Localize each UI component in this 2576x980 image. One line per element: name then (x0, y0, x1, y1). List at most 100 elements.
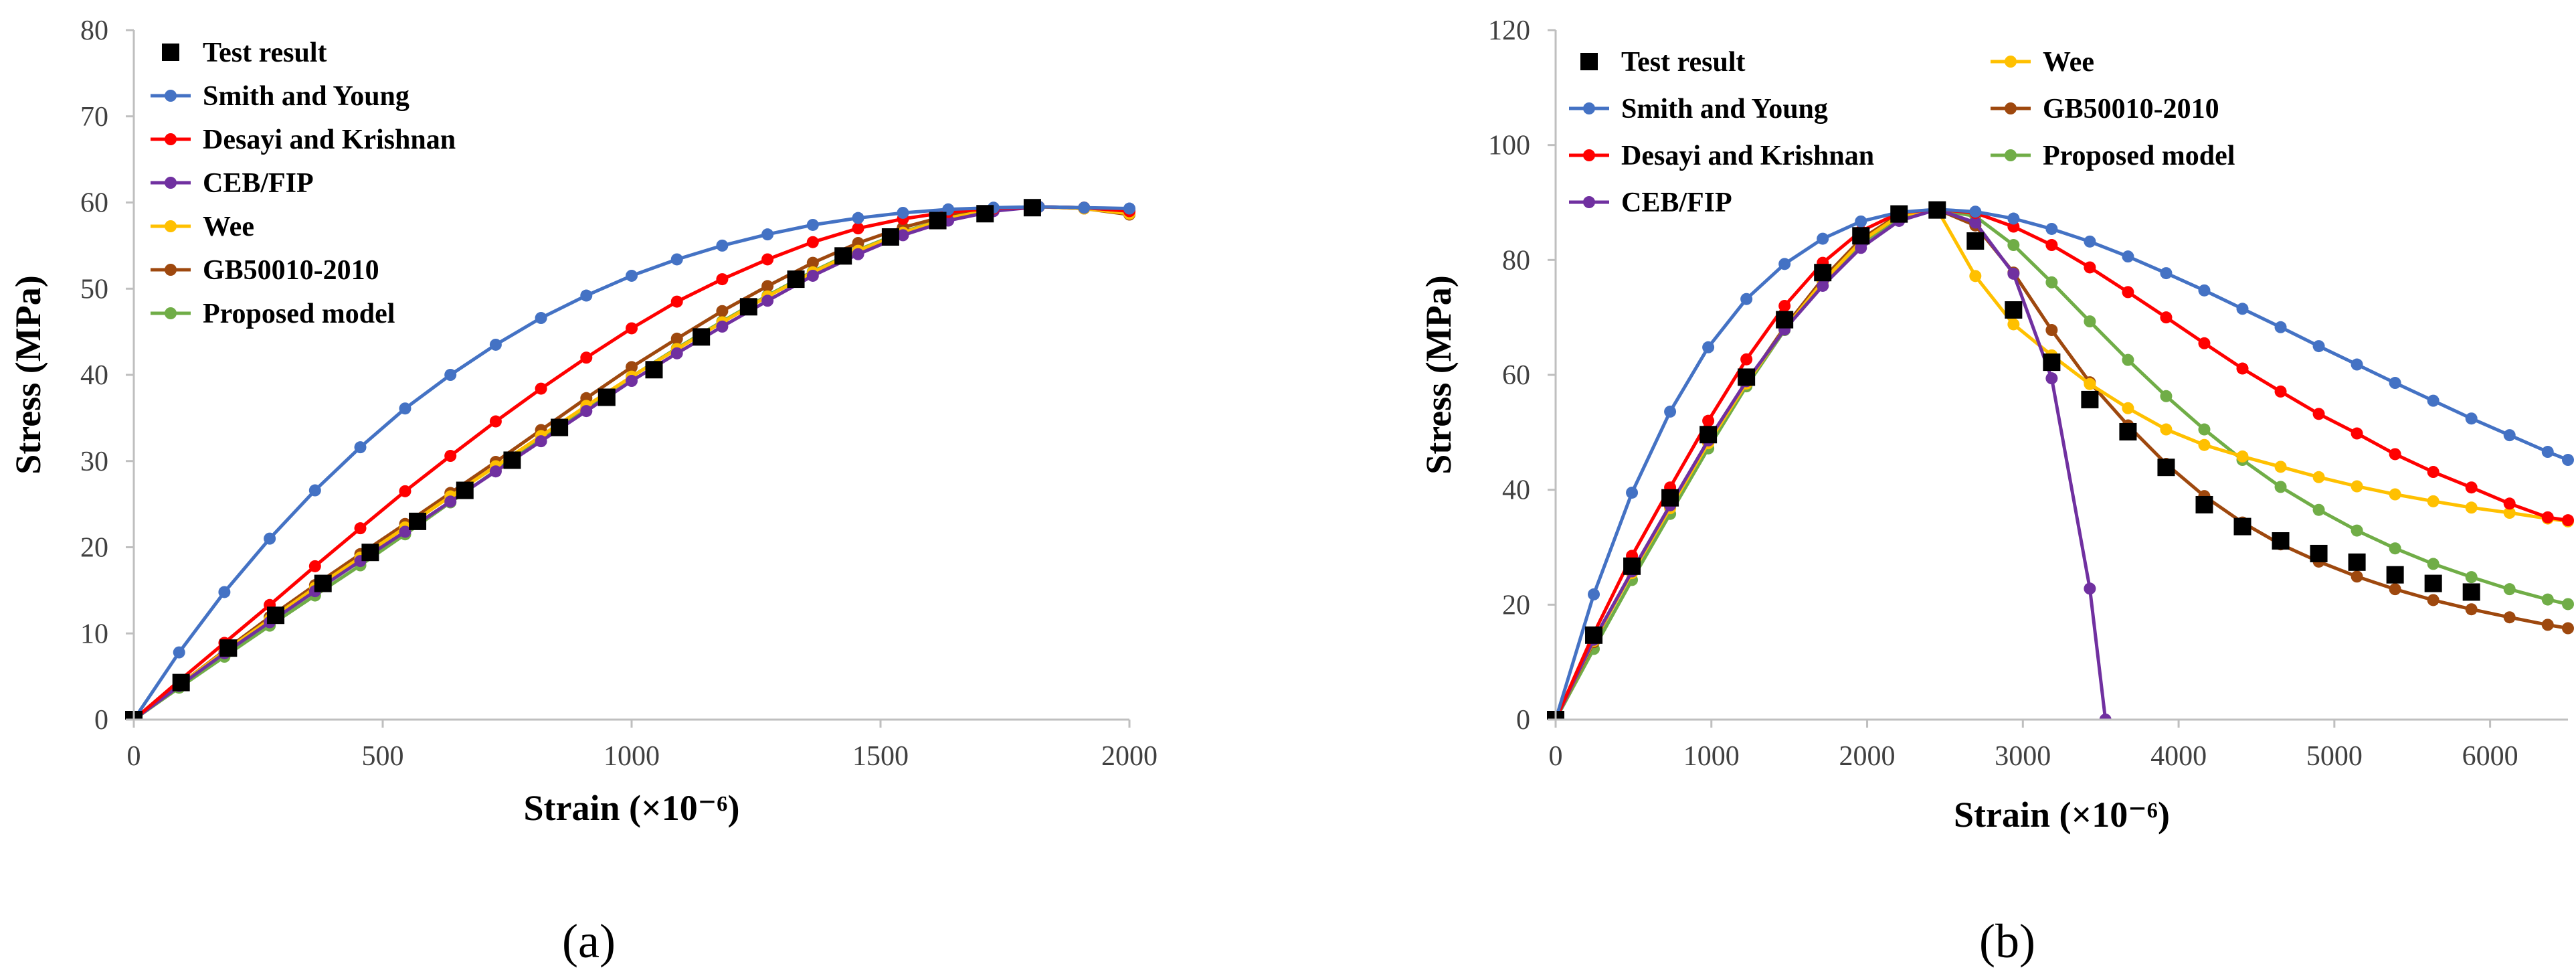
legend: Test result Smith and Young Desayi and Kri… (1569, 47, 2235, 218)
data-point-smith (218, 586, 231, 598)
data-point-test (693, 328, 711, 346)
data-point-smith (535, 312, 547, 325)
legend-swatch-marker (165, 264, 177, 276)
data-point-smith (806, 218, 819, 231)
data-point-smith (1626, 486, 1639, 499)
data-point-ceb (897, 229, 909, 242)
data-point-ceb (444, 495, 457, 508)
data-point-test (2386, 566, 2404, 584)
legend-swatch-marker (165, 133, 177, 145)
data-point-desayi (2160, 311, 2173, 324)
data-point-smith (2541, 446, 2554, 459)
data-point-smith (399, 402, 411, 415)
data-point-smith (1588, 588, 1600, 600)
x-tick-label: 1000 (604, 741, 660, 772)
y-axis-title: Stress (MPa) (1418, 275, 1459, 474)
data-point-ceb (2045, 372, 2058, 385)
series-line-desayi (1554, 208, 2569, 720)
data-point-test (1928, 201, 1946, 219)
data-point-test (551, 418, 569, 436)
chart-panel-a: 0 10 20 30 40 50 60 70 80 0 500 1000 1500 2000 Strain… (8, 15, 1158, 968)
data-point-proposed (2084, 315, 2096, 328)
legend-label: Proposed model (2043, 141, 2235, 171)
data-point-desayi (1702, 414, 1715, 427)
legend-label: CEB/FIP (1621, 187, 1732, 218)
legend-swatch-marker (2005, 102, 2017, 114)
data-point-proposed (2541, 593, 2554, 606)
data-point-test (1699, 426, 1718, 444)
legend-label: Proposed model (203, 299, 395, 329)
x-axis-title: Strain (×10⁻⁶) (524, 788, 740, 828)
legend-item-gb: GB50010-2010 (151, 255, 379, 286)
series-test (1547, 201, 2480, 720)
x-tick-label: 3000 (1995, 741, 2051, 772)
legend-item-wee: Wee (1991, 47, 2094, 78)
data-point-desayi (2084, 261, 2096, 274)
data-point-desayi (2122, 286, 2134, 299)
data-point-proposed (2312, 503, 2325, 516)
data-point-ceb (489, 465, 502, 478)
chart-panel-b: 0 20 40 60 80 100 120 0 1000 2000 3000 4000 5000 6000… (1418, 15, 2574, 968)
data-point-wee (2007, 318, 2020, 331)
legend-item-smith: Smith and Young (1569, 94, 1828, 125)
data-point-test (834, 247, 852, 265)
legend-label: Wee (203, 212, 254, 242)
data-point-wee (2503, 507, 2516, 519)
data-point-ceb (716, 320, 729, 333)
data-point-test (1890, 205, 1908, 223)
legend-label: GB50010-2010 (2043, 94, 2219, 125)
data-point-ceb (2099, 714, 2112, 720)
data-point-desayi (489, 415, 502, 428)
data-point-smith (1123, 202, 1135, 215)
data-point-wee (2351, 480, 2363, 493)
data-point-smith (1702, 341, 1715, 353)
data-point-ceb (1855, 242, 1867, 254)
data-point-smith (2084, 235, 2096, 248)
series-line-ceb (1554, 208, 2108, 720)
legend-label: Wee (2043, 47, 2094, 78)
legend-item-proposed: Proposed model (1991, 141, 2235, 171)
data-point-smith (489, 338, 502, 351)
data-point-desayi (2541, 511, 2554, 523)
data-point-test (787, 270, 805, 289)
legend-item-test: Test result (1580, 47, 1746, 78)
data-point-test (172, 673, 190, 691)
legend-swatch-marker (1583, 149, 1595, 161)
data-point-smith (852, 212, 864, 224)
x-tick-label: 6000 (2462, 741, 2518, 772)
legend-item-smith: Smith and Young (151, 81, 409, 112)
data-point-test (929, 212, 947, 230)
data-point-test (2195, 495, 2213, 513)
data-point-test (361, 544, 379, 562)
data-point-wee (2312, 471, 2325, 483)
data-point-proposed (2007, 239, 2020, 252)
data-point-gb (670, 332, 683, 345)
legend-swatch-marker (1583, 102, 1595, 114)
data-point-desayi (626, 322, 638, 335)
data-point-smith (2465, 412, 2478, 425)
data-point-ceb (535, 435, 547, 448)
data-point-smith (2198, 284, 2211, 297)
data-point-test (314, 574, 332, 592)
data-point-proposed (2160, 390, 2173, 402)
y-tick-label: 100 (1488, 131, 1530, 161)
data-point-test (219, 639, 238, 657)
data-point-test (1585, 626, 1603, 644)
data-point-proposed (2427, 558, 2440, 570)
data-point-desayi (2389, 448, 2401, 461)
data-point-desayi (580, 351, 593, 364)
data-point-test (2157, 459, 2175, 477)
legend-swatch-marker (2005, 149, 2017, 161)
data-point-test (2310, 544, 2328, 562)
data-point-smith (1855, 215, 1867, 228)
x-axis-title: Strain (×10⁻⁶) (1954, 795, 2170, 835)
legend-swatch-marker (165, 220, 177, 232)
legend-item-test: Test result (162, 37, 327, 68)
data-point-test (2119, 422, 2137, 440)
legend-swatch (162, 44, 179, 61)
data-point-desayi (2312, 408, 2325, 420)
y-tick-label: 0 (94, 705, 108, 736)
data-point-ceb (626, 375, 638, 388)
data-point-test (2462, 583, 2480, 601)
data-point-test (503, 451, 521, 469)
